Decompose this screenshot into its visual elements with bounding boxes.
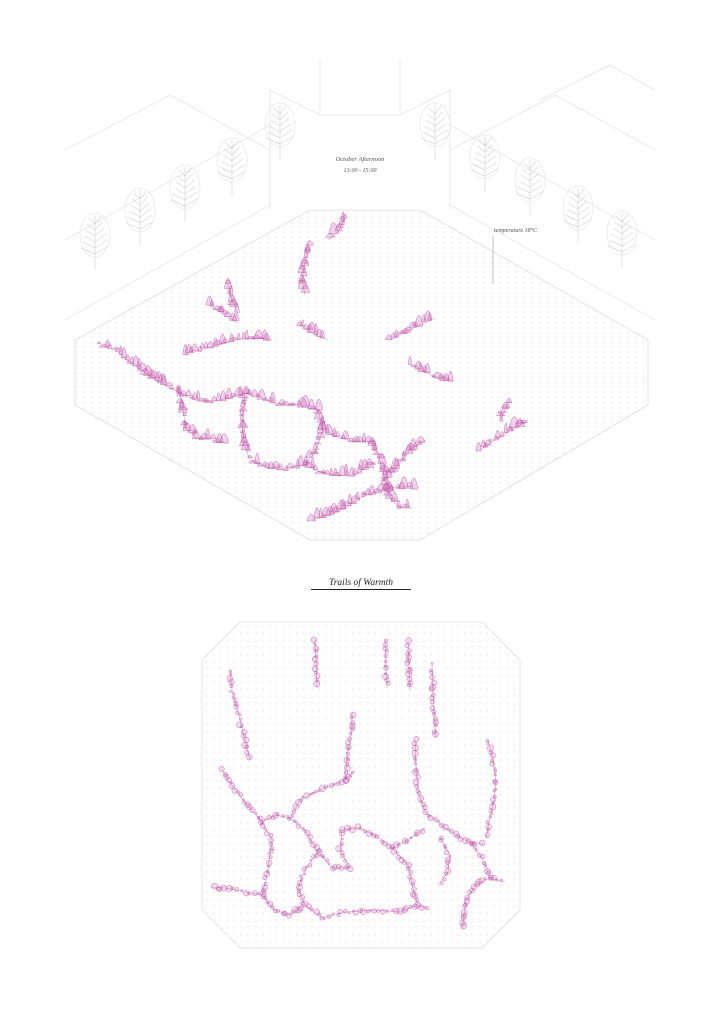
tree-icon [264,102,296,160]
warmth-trail [317,420,374,443]
tree-icon [216,137,248,195]
warmth-trail [407,356,456,383]
time-range-label: 13:00 - 15:00 [343,168,377,174]
warmth-trail [304,398,327,466]
warmth-trail [335,823,431,911]
warmth-trail [495,397,513,422]
warmth-trail [324,211,348,241]
warmth-trail [306,476,419,522]
warmth-trail [223,278,240,316]
warmth-trail [404,637,414,691]
warmth-trail [342,711,357,784]
warmth-trail [209,766,275,898]
warmth-trail [176,384,319,411]
warmth-trail [385,310,436,341]
tree-icon [606,210,638,268]
warmth-trail [382,638,391,689]
warmth-trail [303,455,377,477]
warmth-trail [237,386,253,461]
period-label: October Afternoon [335,156,385,163]
warmth-trail [411,735,486,846]
tree-icon [514,157,546,215]
warmth-trail [367,437,390,481]
warmth-trail [459,876,493,931]
warmth-trail [260,812,350,872]
warmth-trail [296,319,329,341]
warmth-trail [205,295,240,324]
warmth-trail [288,769,356,820]
warmth-trail [226,669,253,761]
warmth-trail [297,240,315,296]
warmth-trail [475,416,529,452]
tree-icon [79,212,111,270]
warmth-trail [389,827,426,850]
warmth-trail [260,893,306,919]
plan-plaza-ground [201,621,521,949]
tree-icon [469,134,501,192]
iso-plaza-ground [74,209,649,541]
warmth-trail [429,662,439,739]
tree-icon [124,187,156,245]
warmth-trail [381,436,426,481]
warmth-trail [380,475,412,509]
warmth-trail [182,329,273,356]
tree-icon [562,185,594,243]
warmth-trail [310,636,321,689]
plan-warmth-trails [209,636,506,931]
warmth-trail [175,387,229,445]
temperature-label: temperature 18°C [494,228,538,234]
courtyard-trees [79,102,638,270]
iso-warmth-trails [96,211,529,522]
warmth-trail [484,739,499,839]
warmth-trail [96,339,181,394]
warmth-trail [296,848,419,921]
diagram-title: Trails of Warmth [311,578,411,590]
warmth-trail [469,841,506,883]
tree-icon [169,164,201,222]
tree-icon [419,102,451,160]
warmth-trail [437,835,452,886]
